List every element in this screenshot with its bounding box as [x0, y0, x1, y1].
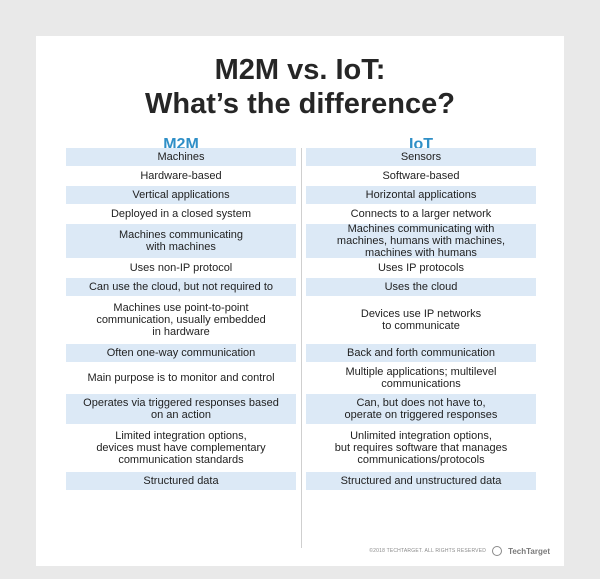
- comparison-table: Machines Sensors Hardware-based Software-ba…: [66, 148, 536, 491]
- table-row: Structured data Structured and unstructur…: [66, 472, 536, 490]
- m2m-cell: Structured data: [66, 472, 296, 490]
- table-row: Limited integration options, devices mus…: [66, 425, 536, 471]
- m2m-cell: Machines communicating with machines: [66, 224, 296, 258]
- table-row: Deployed in a closed system Connects to a…: [66, 205, 536, 223]
- table-row: Machines communicating with machines Mach…: [66, 223, 536, 259]
- iot-cell: Multiple applications; multilevel commun…: [345, 366, 497, 390]
- m2m-cell: Uses non-IP protocol: [129, 262, 233, 274]
- iot-cell: Horizontal applications: [306, 186, 536, 204]
- column-divider: [301, 148, 302, 548]
- infographic-card: M2M vs. IoT: What’s the difference? M2M …: [36, 36, 564, 566]
- iot-cell: Uses IP protocols: [377, 262, 464, 274]
- iot-cell: Connects to a larger network: [350, 208, 492, 220]
- table-row: Machines use point-to-point communicatio…: [66, 297, 536, 343]
- techtarget-logo-icon: [492, 546, 503, 556]
- iot-cell: Sensors: [306, 148, 536, 166]
- iot-cell: Unlimited integration options, but requi…: [334, 430, 508, 466]
- title-line-2: What’s the difference?: [145, 88, 455, 120]
- m2m-cell: Machines use point-to-point communicatio…: [96, 302, 266, 338]
- m2m-cell: Vertical applications: [66, 186, 296, 204]
- m2m-cell: Deployed in a closed system: [110, 208, 251, 220]
- m2m-cell: Often one-way communication: [66, 344, 296, 362]
- iot-cell: Software-based: [382, 170, 460, 182]
- table-row: Main purpose is to monitor and control Mu…: [66, 363, 536, 393]
- iot-cell: Back and forth communication: [306, 344, 536, 362]
- m2m-cell: Can use the cloud, but not required to: [66, 278, 296, 296]
- title-line-1: M2M vs. IoT:: [214, 54, 386, 86]
- table-row: Operates via triggered responses based o…: [66, 394, 536, 424]
- table-row: Vertical applications Horizontal applicat…: [66, 186, 536, 204]
- iot-cell: Machines communicating with machines, hu…: [306, 223, 536, 259]
- iot-cell: Devices use IP networks to communicate: [360, 308, 482, 332]
- table-row: Machines Sensors: [66, 148, 536, 166]
- footer: ©2018 TECHTARGET. ALL RIGHTS RESERVED Te…: [369, 546, 550, 556]
- table-row: Uses non-IP protocol Uses IP protocols: [66, 259, 536, 277]
- table-row: Hardware-based Software-based: [66, 167, 536, 185]
- m2m-cell: Hardware-based: [140, 170, 222, 182]
- techtarget-logo: TechTarget: [508, 546, 550, 556]
- iot-cell: Structured and unstructured data: [306, 472, 536, 490]
- page-title: M2M vs. IoT: What’s the difference?: [36, 53, 564, 121]
- table-row: Can use the cloud, but not required to Us…: [66, 278, 536, 296]
- m2m-cell: Machines: [66, 148, 296, 166]
- table-row: Often one-way communication Back and fort…: [66, 344, 536, 362]
- m2m-cell: Operates via triggered responses based o…: [66, 394, 296, 424]
- m2m-cell: Limited integration options, devices mus…: [96, 430, 266, 466]
- iot-cell: Can, but does not have to, operate on tr…: [306, 394, 536, 424]
- m2m-cell: Main purpose is to monitor and control: [87, 372, 275, 384]
- iot-cell: Uses the cloud: [306, 278, 536, 296]
- copyright-text: ©2018 TECHTARGET. ALL RIGHTS RESERVED: [369, 548, 487, 554]
